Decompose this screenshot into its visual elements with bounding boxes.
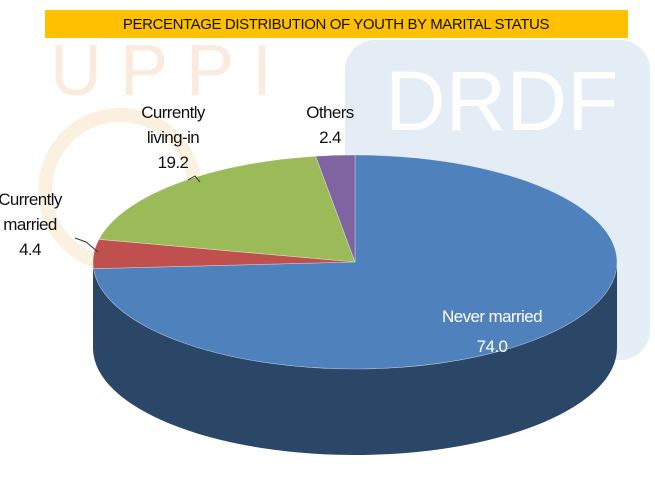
category-label: Currently married	[0, 190, 63, 234]
chart-title: PERCENTAGE DISTRIBUTION OF YOUTH BY MARI…	[123, 16, 550, 33]
slice	[315, 154, 356, 263]
watermark-text: DRDF	[385, 54, 618, 148]
category-label: Currently living-in	[141, 103, 206, 147]
value-label: 2.4	[319, 128, 341, 147]
leader-line	[74, 237, 99, 253]
value-label: 4.4	[19, 240, 41, 259]
category-label: Others	[306, 103, 354, 122]
title-box	[45, 10, 628, 38]
value-label: 19.2	[158, 153, 189, 172]
value-label: 74.0	[477, 337, 508, 356]
pie	[92, 154, 618, 455]
category-label: Never married	[442, 307, 542, 326]
leader-line	[187, 175, 201, 183]
slice-side	[93, 262, 618, 455]
slice	[98, 155, 356, 263]
watermark-text: UPPI	[50, 31, 290, 111]
slice-side	[93, 262, 94, 355]
